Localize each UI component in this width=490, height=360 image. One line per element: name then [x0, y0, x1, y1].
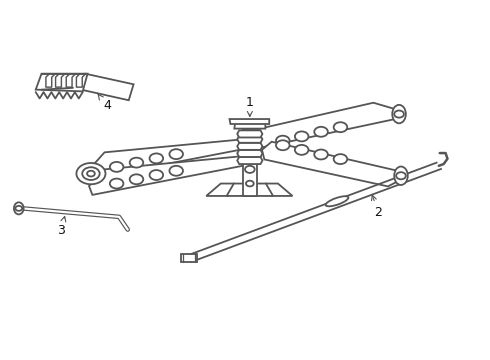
Polygon shape — [266, 184, 293, 196]
Circle shape — [87, 171, 95, 176]
Polygon shape — [206, 184, 234, 196]
Circle shape — [295, 145, 309, 155]
Polygon shape — [89, 156, 245, 195]
Text: 3: 3 — [57, 216, 66, 237]
Circle shape — [334, 122, 347, 132]
Circle shape — [170, 166, 183, 176]
Circle shape — [245, 166, 255, 173]
Ellipse shape — [326, 196, 348, 206]
Ellipse shape — [14, 202, 24, 215]
Circle shape — [314, 127, 328, 137]
Polygon shape — [237, 136, 263, 143]
Circle shape — [130, 174, 143, 184]
Circle shape — [149, 153, 163, 163]
Circle shape — [149, 170, 163, 180]
Circle shape — [394, 111, 404, 118]
Circle shape — [110, 162, 123, 172]
Polygon shape — [226, 184, 273, 196]
Polygon shape — [243, 129, 257, 196]
Text: 4: 4 — [98, 94, 111, 112]
Circle shape — [246, 181, 254, 186]
Polygon shape — [36, 74, 88, 91]
Polygon shape — [73, 74, 134, 100]
Text: 2: 2 — [371, 195, 382, 219]
Polygon shape — [234, 122, 266, 129]
Polygon shape — [237, 150, 263, 157]
Circle shape — [276, 136, 290, 145]
Circle shape — [170, 149, 183, 159]
Polygon shape — [89, 139, 247, 178]
Circle shape — [314, 149, 328, 159]
Polygon shape — [229, 119, 269, 124]
Polygon shape — [237, 130, 263, 138]
Text: 1: 1 — [246, 95, 254, 116]
Circle shape — [110, 179, 123, 189]
Ellipse shape — [394, 167, 408, 185]
Ellipse shape — [392, 105, 406, 123]
Circle shape — [130, 158, 143, 168]
Polygon shape — [237, 157, 263, 164]
Circle shape — [295, 131, 309, 141]
Circle shape — [82, 167, 99, 180]
Polygon shape — [237, 143, 263, 150]
Polygon shape — [262, 142, 399, 186]
Polygon shape — [181, 255, 196, 262]
Circle shape — [76, 163, 105, 184]
Circle shape — [276, 140, 290, 150]
Polygon shape — [250, 103, 395, 147]
Circle shape — [334, 154, 347, 164]
Circle shape — [396, 172, 406, 179]
